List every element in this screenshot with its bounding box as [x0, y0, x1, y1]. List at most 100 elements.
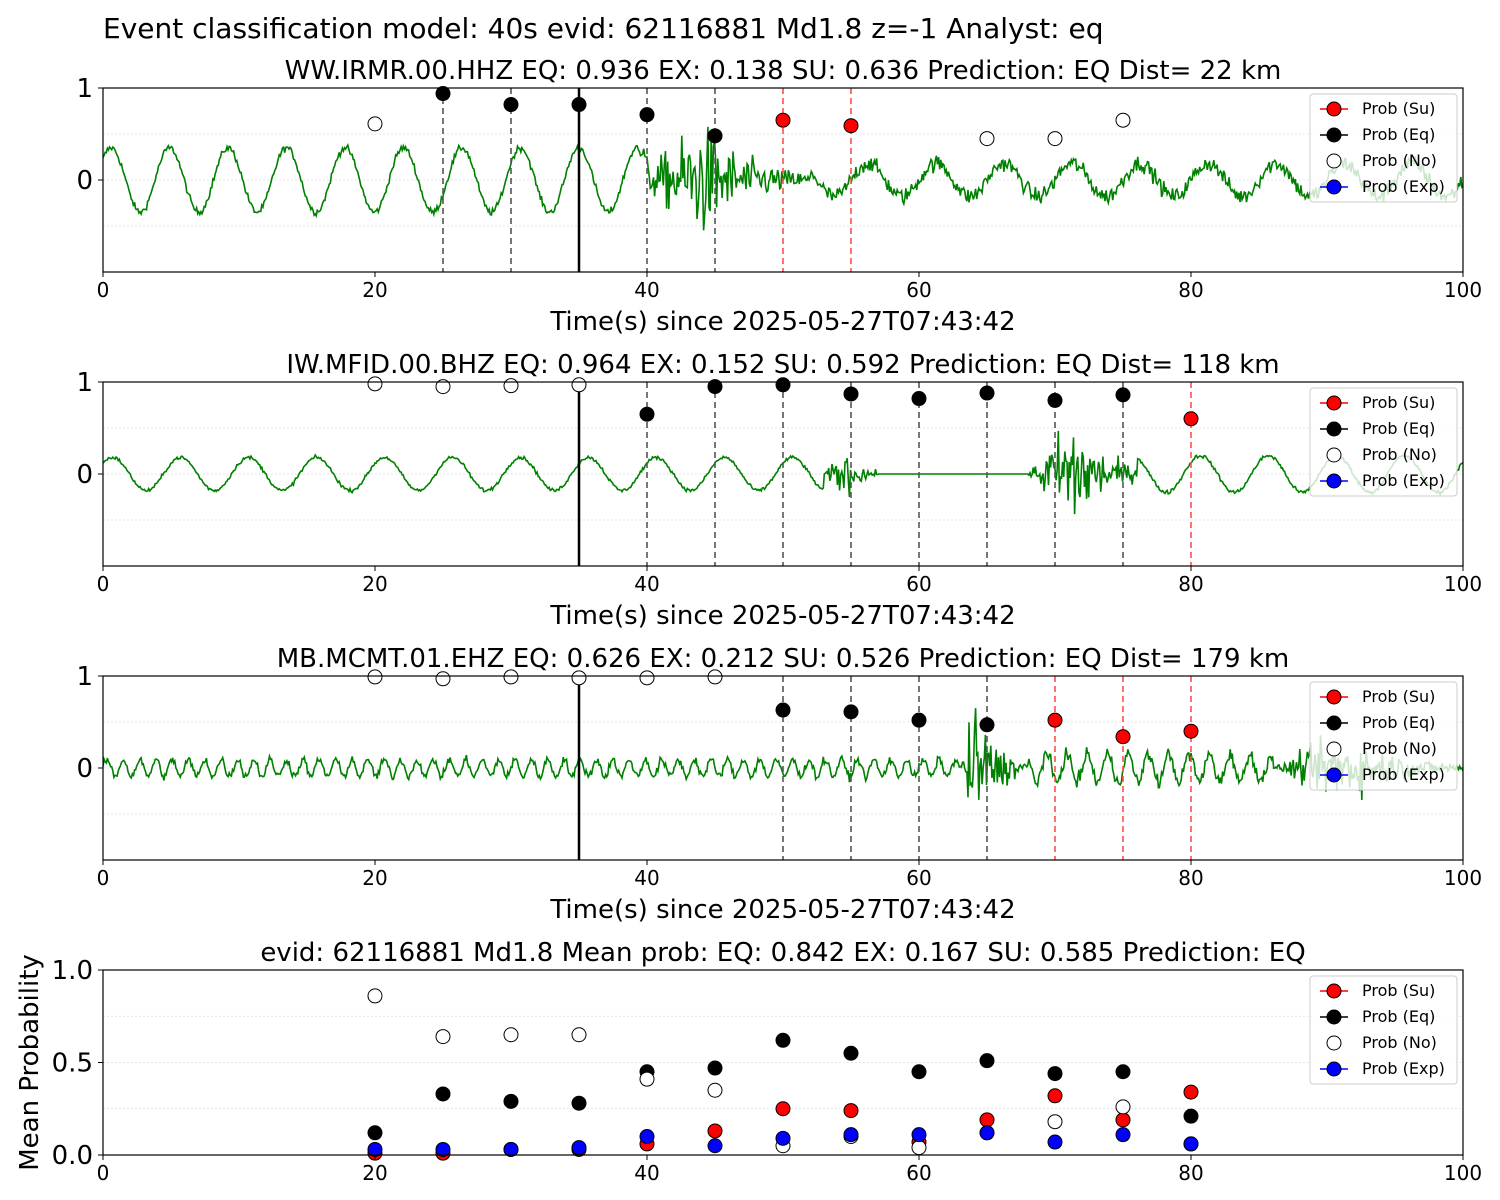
legend-marker-no: [1326, 447, 1342, 463]
prob-marker-su: [775, 112, 791, 128]
legend-label-exp: Prob (Exp): [1362, 1059, 1445, 1078]
mean-prob-marker-su: [843, 1103, 859, 1119]
legend-label-su: Prob (Su): [1362, 687, 1435, 706]
legend-marker-exp: [1326, 767, 1342, 783]
y-tick-label: 0: [76, 166, 93, 196]
chart-panel-4: evid: 62116881 Md1.8 Mean prob: EQ: 0.84…: [15, 938, 1482, 1185]
legend-label-su: Prob (Su): [1362, 393, 1435, 412]
mean-prob-marker-eq: [911, 1064, 927, 1080]
prob-marker-eq: [843, 704, 859, 720]
legend-label-su: Prob (Su): [1362, 981, 1435, 1000]
prob-marker-eq: [707, 379, 723, 395]
prob-marker-eq: [707, 128, 723, 144]
prob-marker-eq: [503, 97, 519, 113]
legend-marker-eq: [1326, 715, 1342, 731]
mean-prob-marker-eq: [1047, 1066, 1063, 1082]
prob-marker-no: [979, 131, 995, 147]
mean-prob-marker-exp: [367, 1141, 383, 1157]
prob-marker-no: [503, 378, 519, 394]
prob-marker-no: [435, 671, 451, 687]
mean-prob-marker-no: [367, 988, 383, 1004]
prob-marker-no: [707, 669, 723, 685]
legend-label-exp: Prob (Exp): [1362, 177, 1445, 196]
mean-prob-marker-su: [775, 1101, 791, 1117]
prob-marker-no: [367, 116, 383, 132]
mean-prob-marker-eq: [1183, 1108, 1199, 1124]
y-axis-label: Mean Probability: [15, 954, 45, 1171]
legend-label-exp: Prob (Exp): [1362, 471, 1445, 490]
prob-marker-su: [843, 118, 859, 134]
legend-label-eq: Prob (Eq): [1362, 419, 1435, 438]
mean-prob-marker-exp: [911, 1127, 927, 1143]
chart-panel-3: MB.MCMT.01.EHZ EQ: 0.626 EX: 0.212 SU: 0…: [76, 644, 1482, 925]
x-axis-label: Time(s) since 2025-05-27T07:43:42: [549, 895, 1015, 925]
legend-label-no: Prob (No): [1362, 151, 1437, 170]
x-tick-label: 20: [362, 1161, 387, 1185]
legend-marker-su: [1326, 983, 1342, 999]
prob-marker-no: [571, 670, 587, 686]
legend-marker-exp: [1326, 179, 1342, 195]
prob-marker-no: [1047, 131, 1063, 147]
x-tick-label: 0: [97, 1161, 110, 1185]
prob-marker-su: [1115, 729, 1131, 745]
x-tick-label: 80: [1178, 1161, 1203, 1185]
y-tick-label: 1: [76, 74, 93, 104]
prob-marker-eq: [435, 86, 451, 102]
panel-title: WW.IRMR.00.HHZ EQ: 0.936 EX: 0.138 SU: 0…: [285, 56, 1282, 86]
x-tick-label: 40: [634, 572, 659, 596]
y-tick-label: 1: [76, 368, 93, 398]
mean-prob-marker-su: [979, 1112, 995, 1128]
x-axis-label: Time(s) since 2025-05-27T07:43:42: [549, 307, 1015, 337]
prob-marker-eq: [1047, 392, 1063, 408]
prob-marker-eq: [775, 377, 791, 393]
legend-marker-eq: [1326, 1009, 1342, 1025]
prob-marker-eq: [571, 97, 587, 113]
legend-marker-no: [1326, 1035, 1342, 1051]
prob-marker-no: [503, 669, 519, 685]
waveform-trace: [103, 708, 1463, 801]
legend-marker-exp: [1326, 1061, 1342, 1077]
prob-marker-su: [1047, 712, 1063, 728]
panel-title: MB.MCMT.01.EHZ EQ: 0.626 EX: 0.212 SU: 0…: [277, 644, 1290, 674]
prob-marker-su: [1183, 723, 1199, 739]
prob-marker-no: [435, 379, 451, 395]
prob-marker-no: [367, 376, 383, 392]
x-tick-label: 100: [1444, 866, 1482, 890]
x-tick-label: 100: [1444, 278, 1482, 302]
legend-marker-su: [1326, 101, 1342, 117]
x-tick-label: 40: [634, 278, 659, 302]
legend-marker-no: [1326, 741, 1342, 757]
legend-box: [1309, 93, 1458, 203]
mean-prob-marker-eq: [775, 1032, 791, 1048]
legend-box: [1309, 681, 1458, 791]
x-tick-label: 100: [1444, 572, 1482, 596]
mean-prob-marker-eq: [979, 1053, 995, 1069]
legend-label-exp: Prob (Exp): [1362, 765, 1445, 784]
legend-label-no: Prob (No): [1362, 739, 1437, 758]
x-tick-label: 60: [906, 572, 931, 596]
mean-prob-marker-no: [1115, 1099, 1131, 1115]
mean-prob-marker-su: [1047, 1088, 1063, 1104]
prob-marker-eq: [843, 386, 859, 402]
mean-prob-marker-no: [911, 1140, 927, 1156]
legend-marker-eq: [1326, 127, 1342, 143]
prob-marker-no: [571, 377, 587, 393]
prob-marker-eq: [979, 385, 995, 401]
mean-prob-marker-exp: [571, 1140, 587, 1156]
legend-label-eq: Prob (Eq): [1362, 1007, 1435, 1026]
mean-prob-marker-exp: [1115, 1127, 1131, 1143]
mean-prob-marker-eq: [707, 1060, 723, 1076]
x-tick-label: 80: [1178, 278, 1203, 302]
panel-title: evid: 62116881 Md1.8 Mean prob: EQ: 0.84…: [260, 938, 1305, 968]
mean-prob-marker-exp: [1047, 1134, 1063, 1150]
prob-marker-no: [639, 670, 655, 686]
y-tick-label: 1: [76, 662, 93, 692]
mean-prob-marker-no: [503, 1027, 519, 1043]
prob-marker-no: [367, 669, 383, 685]
y-tick-label: 1.0: [52, 956, 93, 986]
prob-marker-eq: [979, 717, 995, 733]
x-tick-label: 0: [97, 866, 110, 890]
legend-marker-no: [1326, 153, 1342, 169]
legend-label-su: Prob (Su): [1362, 99, 1435, 118]
